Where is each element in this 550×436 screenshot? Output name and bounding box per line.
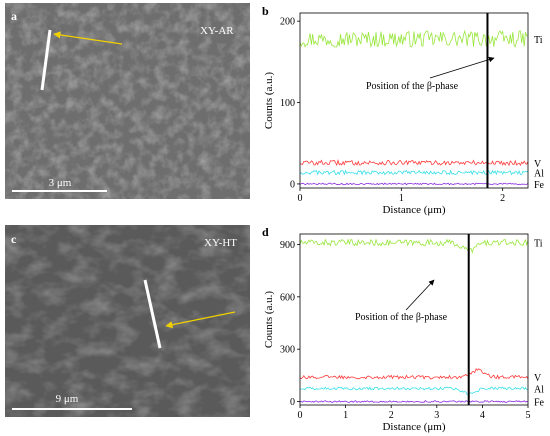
annotation-arrow-b	[429, 56, 495, 79]
panel-letter-b: b	[262, 4, 269, 18]
y-tick-label: 300	[280, 345, 295, 356]
y-axis-label: Counts (a.u.)	[263, 291, 275, 348]
series-line-v	[299, 367, 529, 380]
beta-phase-annotation-b: Position of the β-phase	[366, 81, 459, 92]
panel-c: c XY-HT 9 μm	[5, 225, 250, 417]
x-tick-label: 0	[298, 193, 303, 204]
sem-tag-c: XY-HT	[204, 237, 237, 249]
series-line-fe	[299, 400, 529, 403]
panel-letter-a: a	[11, 9, 17, 23]
chart-d-lines	[299, 234, 529, 405]
y-tick-label: 100	[280, 98, 295, 109]
scale-label-a: 3 μm	[49, 177, 72, 189]
x-tick-label: 2	[389, 410, 394, 421]
x-tick-label: 1	[343, 410, 348, 421]
y-tick-label: 900	[280, 240, 295, 251]
sem-texture-a	[5, 3, 250, 199]
y-tick-label: 0	[290, 179, 295, 190]
linescan-line-a	[40, 29, 52, 91]
plot-frame	[299, 233, 529, 406]
series-label-v: V	[534, 373, 542, 384]
series-label-al: Al	[534, 169, 544, 180]
x-axis-label: Distance (μm)	[382, 421, 445, 433]
series-label-ti: Ti	[534, 239, 543, 250]
panel-letter-c: c	[11, 232, 17, 246]
sem-tag-a: XY-AR	[200, 25, 234, 37]
beta-phase-annotation-d: Position of the β-phase	[355, 312, 448, 323]
linescan-line-c	[143, 279, 162, 349]
series-label-fe: Fe	[534, 180, 545, 191]
panel-a: a XY-AR 3 μm	[5, 3, 250, 199]
series-line-al	[299, 386, 529, 396]
series-line-fe	[299, 182, 529, 186]
annotation-arrow-d	[405, 279, 435, 311]
y-tick-label: 0	[290, 397, 295, 408]
series-line-v	[299, 158, 529, 167]
x-tick-label: 5	[526, 410, 531, 421]
series-line-ti	[299, 29, 529, 49]
x-tick-label: 3	[434, 410, 439, 421]
plot-frame	[299, 12, 529, 189]
chart-b-lines	[299, 13, 529, 188]
sem-texture-c	[5, 225, 250, 417]
panel-d-chart: d Ti VAl Fe 0 1 2 3 4 5 0 300 600 900 Distance (μm) Co…	[262, 225, 545, 433]
x-tick-label: 4	[480, 410, 485, 421]
pointer-arrow-a	[53, 31, 123, 45]
x-tick-label: 1	[399, 193, 404, 204]
series-line-al	[299, 169, 529, 176]
y-tick-label: 600	[280, 292, 295, 303]
pointer-arrow-c	[165, 311, 236, 329]
panel-letter-d: d	[262, 225, 269, 239]
series-line-ti	[299, 238, 529, 254]
x-tick-label: 0	[298, 410, 303, 421]
series-label-ti: Ti	[534, 35, 543, 46]
series-label-fe: Fe	[534, 398, 545, 409]
chart-d-axes: Ti VAl Fe 0 1 2 3 4 5 0 300 600 900 Distance (μm) Coun…	[263, 233, 545, 433]
y-axis-label: Counts (a.u.)	[263, 72, 275, 129]
y-tick-label: 200	[280, 17, 295, 28]
series-label-al: Al	[534, 384, 544, 395]
scale-label-c: 9 μm	[56, 393, 79, 405]
x-axis-label: Distance (μm)	[382, 204, 445, 216]
x-tick-label: 2	[500, 193, 505, 204]
series-label-v: V	[534, 159, 542, 170]
